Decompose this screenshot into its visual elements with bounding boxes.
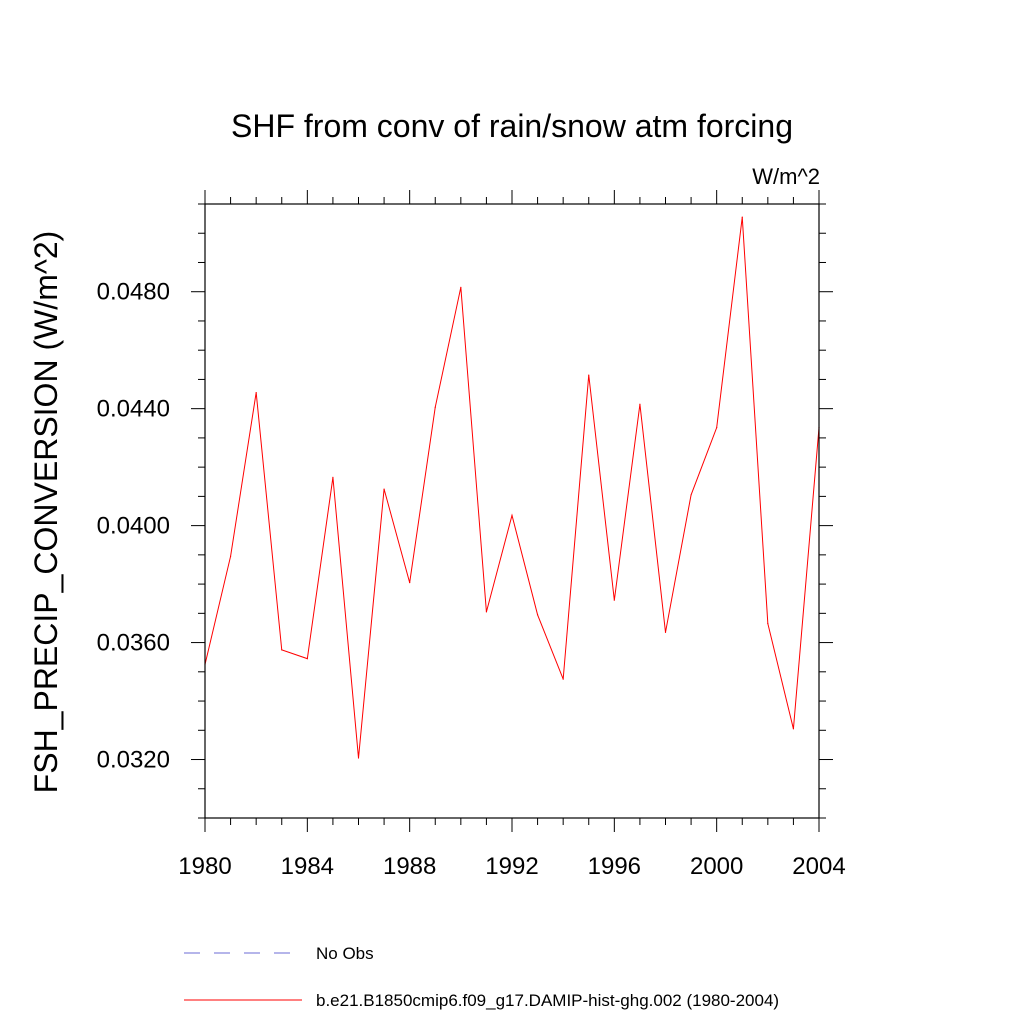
y-tick-label: 0.0320 [97,747,170,774]
data-point [792,728,795,730]
y-tick-label: 0.0400 [97,513,170,540]
chart-title: SHF from conv of rain/snow atm forcing [231,108,793,144]
axis-ticks [191,190,833,832]
units-label: W/m^2 [752,164,820,189]
data-point [690,494,692,496]
data-point [664,631,667,633]
x-tick-label: 2004 [792,853,845,880]
data-point [767,622,769,625]
data-point [485,611,488,613]
y-tick-label: 0.0480 [97,279,170,306]
plot-frame [204,203,820,819]
data-point [716,427,718,429]
data-point [460,286,462,288]
data-point [281,649,283,651]
data-point [562,678,564,680]
legend-label-no-obs: No Obs [316,944,374,963]
y-tick-label: 0.0440 [97,396,170,423]
legend: No Obs b.e21.B1850cmip6.f09_g17.DAMIP-hi… [184,944,779,1010]
plot-series [204,216,820,759]
x-tick-label: 1996 [588,853,641,880]
x-tick-label: 1980 [178,853,231,880]
data-point [332,476,334,478]
axis-tick-labels: 1980 1984 1988 1992 1996 2000 2004 0.0320 0.0360… [97,279,846,880]
y-axis-label: FSH_PRECIP_CONVERSION (W/m^2) [28,231,64,794]
data-point [434,406,436,408]
data-point [357,757,360,759]
data-point [255,391,257,394]
y-tick-label: 0.0360 [97,630,170,657]
data-point [741,216,743,218]
series-line [204,217,820,759]
data-point [536,614,539,616]
data-point [639,403,641,405]
data-point [306,658,308,660]
data-point [613,599,615,601]
legend-label-model: b.e21.B1850cmip6.f09_g17.DAMIP-hist-ghg.… [316,991,779,1010]
data-point [383,488,385,490]
x-tick-label: 1992 [485,853,538,880]
data-point [409,582,411,584]
x-tick-label: 1988 [383,853,436,880]
data-point [588,374,590,376]
data-point [229,555,232,557]
data-point [511,514,513,516]
x-tick-label: 2000 [690,853,743,880]
x-tick-label: 1984 [281,853,334,880]
